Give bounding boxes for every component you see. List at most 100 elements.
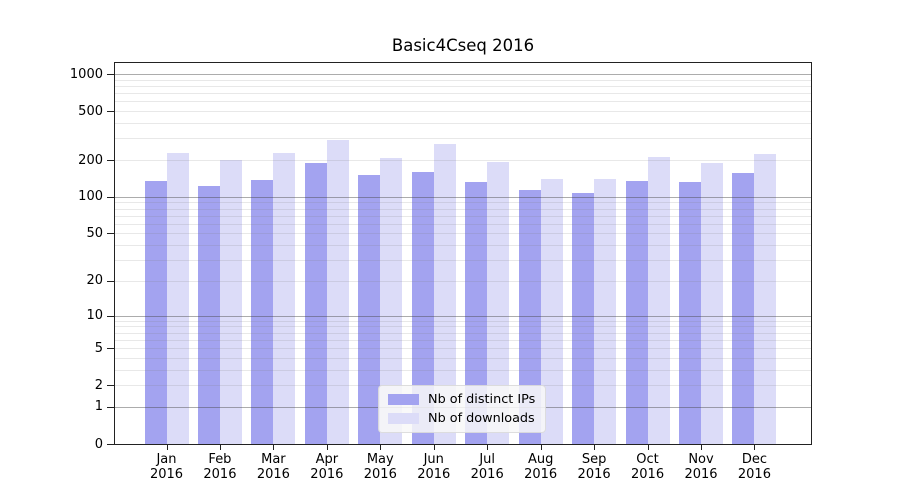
y-tick-label-5: 5 bbox=[94, 340, 103, 356]
x-tick-nov bbox=[701, 445, 702, 450]
gridline-1000 bbox=[115, 74, 811, 76]
x-tick-label-oct: Oct 2016 bbox=[621, 452, 675, 482]
gridline-600 bbox=[115, 101, 811, 103]
y-tick-500 bbox=[107, 111, 114, 113]
x-tick-month-jul: Jul bbox=[479, 452, 496, 467]
x-tick-year-sep: 2016 bbox=[577, 466, 611, 482]
gridline-3 bbox=[115, 369, 811, 371]
y-tick-20 bbox=[107, 280, 114, 282]
x-tick-year-jul: 2016 bbox=[470, 466, 504, 482]
gridline-10 bbox=[115, 315, 811, 317]
x-tick-year-nov: 2016 bbox=[684, 466, 718, 482]
y-tick-label-1: 1 bbox=[94, 399, 103, 415]
x-tick-year-dec: 2016 bbox=[737, 466, 771, 482]
bar-downloads-jun bbox=[433, 143, 456, 444]
y-tick-label-1000: 1000 bbox=[69, 66, 103, 82]
bars-layer bbox=[115, 63, 811, 444]
chart-title: Basic4Cseq 2016 bbox=[391, 36, 535, 55]
gridline-30 bbox=[115, 260, 811, 262]
gridline-4 bbox=[115, 357, 811, 359]
x-tick-apr bbox=[326, 445, 328, 450]
x-tick-month-aug: Aug bbox=[527, 452, 554, 467]
x-tick-label-jan: Jan 2016 bbox=[140, 452, 194, 482]
x-tick-month-oct: Oct bbox=[636, 452, 659, 467]
y-tick-label-20: 20 bbox=[86, 273, 103, 289]
y-tick-0 bbox=[107, 444, 114, 445]
gridline-40 bbox=[115, 245, 811, 247]
bar-downloads-aug bbox=[540, 179, 563, 444]
x-tick-month-nov: Nov bbox=[688, 452, 714, 467]
bar-downloads-feb bbox=[219, 159, 242, 444]
x-tick-label-may: May 2016 bbox=[353, 452, 407, 482]
legend-swatch-downloads bbox=[388, 413, 419, 424]
legend: Nb of distinct IPs Nb of downloads bbox=[378, 385, 547, 433]
x-tick-feb bbox=[219, 445, 221, 450]
bar-distinct-ips-oct bbox=[625, 180, 648, 444]
x-tick-may bbox=[380, 445, 382, 450]
bar-distinct-ips-jul bbox=[465, 181, 488, 444]
x-tick-year-oct: 2016 bbox=[631, 466, 665, 482]
x-tick-label-dec: Dec 2016 bbox=[727, 452, 781, 482]
x-tick-year-aug: 2016 bbox=[524, 466, 558, 482]
x-tick-dec bbox=[754, 445, 756, 450]
y-tick-label-100: 100 bbox=[78, 189, 103, 205]
bar-downloads-may bbox=[380, 158, 403, 444]
gridline-8 bbox=[115, 326, 811, 328]
gridline-5 bbox=[115, 348, 811, 350]
x-tick-mar bbox=[273, 445, 275, 450]
x-tick-month-feb: Feb bbox=[208, 452, 232, 467]
legend-item-distinct-ips: Nb of distinct IPs bbox=[388, 392, 535, 407]
gridline-90 bbox=[115, 202, 811, 204]
gridline-60 bbox=[115, 223, 811, 225]
gridline-80 bbox=[115, 208, 811, 210]
x-tick-sep bbox=[594, 445, 596, 450]
x-tick-label-nov: Nov 2016 bbox=[674, 452, 728, 482]
x-tick-label-jun: Jun 2016 bbox=[407, 452, 461, 482]
legend-label-downloads: Nb of downloads bbox=[428, 411, 535, 426]
y-tick-label-200: 200 bbox=[78, 152, 103, 168]
gridline-900 bbox=[115, 79, 811, 81]
bar-distinct-ips-nov bbox=[679, 181, 701, 444]
x-tick-year-jun: 2016 bbox=[417, 466, 451, 482]
x-tick-label-aug: Aug 2016 bbox=[514, 452, 568, 482]
bar-distinct-ips-jan bbox=[144, 180, 167, 444]
x-tick-month-jun: Jun bbox=[423, 452, 444, 467]
x-tick-label-jul: Jul 2016 bbox=[460, 452, 514, 482]
x-tick-label-feb: Feb 2016 bbox=[193, 452, 247, 482]
gridline-6 bbox=[115, 339, 811, 341]
y-tick-50 bbox=[107, 233, 114, 235]
legend-item-downloads: Nb of downloads bbox=[388, 411, 535, 426]
x-tick-month-dec: Dec bbox=[741, 452, 768, 467]
x-tick-label-mar: Mar 2016 bbox=[246, 452, 300, 482]
legend-label-distinct-ips: Nb of distinct IPs bbox=[428, 392, 536, 407]
legend-swatch-distinct-ips bbox=[388, 394, 419, 405]
x-tick-month-jan: Jan bbox=[156, 452, 177, 467]
gridline-7 bbox=[115, 332, 811, 334]
y-tick-100 bbox=[107, 196, 114, 198]
bar-distinct-ips-apr bbox=[304, 163, 327, 444]
y-tick-1000 bbox=[107, 74, 114, 76]
gridline-9 bbox=[115, 320, 811, 322]
x-tick-year-jan: 2016 bbox=[149, 466, 184, 482]
y-tick-1 bbox=[107, 406, 114, 408]
y-tick-label-2: 2 bbox=[94, 377, 103, 393]
y-tick-label-500: 500 bbox=[78, 103, 103, 119]
gridline-200 bbox=[115, 160, 811, 162]
bar-distinct-ips-may bbox=[358, 174, 381, 444]
x-tick-jun bbox=[433, 445, 435, 450]
y-tick-5 bbox=[107, 348, 114, 350]
bar-distinct-ips-jun bbox=[411, 171, 434, 444]
gridline-50 bbox=[115, 233, 811, 235]
y-tick-200 bbox=[107, 160, 114, 162]
x-tick-month-apr: Apr bbox=[315, 452, 339, 467]
bar-distinct-ips-aug bbox=[518, 189, 541, 444]
x-tick-month-mar: Mar bbox=[261, 452, 286, 467]
x-tick-year-may: 2016 bbox=[363, 466, 397, 482]
gridline-20 bbox=[115, 280, 811, 282]
y-tick-2 bbox=[107, 385, 114, 387]
x-tick-year-feb: 2016 bbox=[203, 466, 237, 482]
gridline-300 bbox=[115, 138, 811, 140]
x-tick-month-sep: Sep bbox=[581, 452, 607, 467]
x-tick-year-apr: 2016 bbox=[310, 466, 344, 482]
